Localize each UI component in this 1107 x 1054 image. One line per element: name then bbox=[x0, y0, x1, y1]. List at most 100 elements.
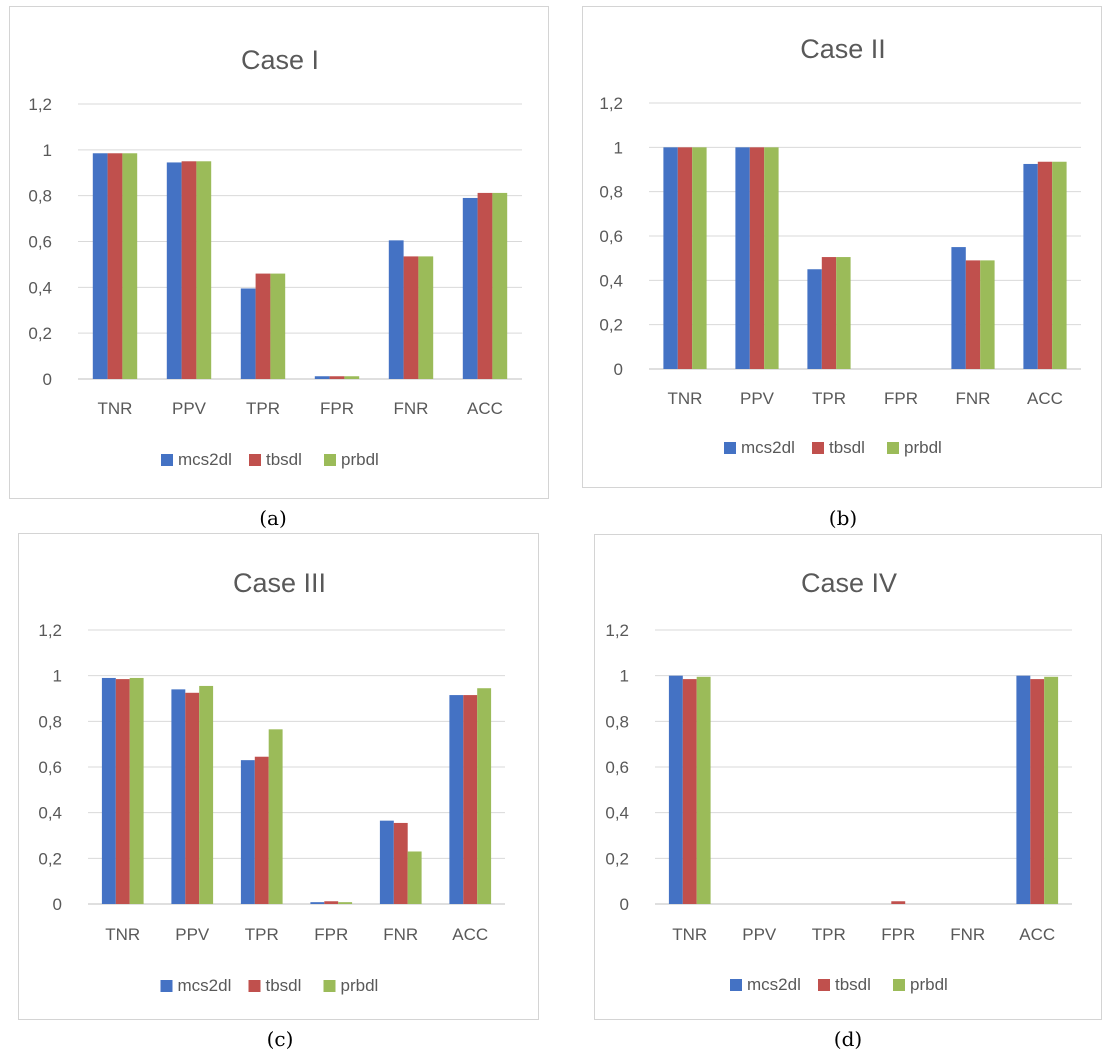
y-tick-label: 0,8 bbox=[38, 712, 62, 731]
y-tick-label: 0 bbox=[53, 895, 62, 914]
x-tick-label: FPR bbox=[881, 925, 915, 944]
legend-swatch-prbdl bbox=[323, 980, 336, 992]
bar-tbsdl-acc bbox=[477, 192, 493, 379]
legend-label-tbsdl: tbsdl bbox=[266, 450, 302, 469]
bar-prbdl-fnr bbox=[418, 256, 434, 379]
bar-mcs2dl-tnr bbox=[663, 147, 678, 369]
bar-tbsdl-tnr bbox=[677, 147, 693, 369]
x-tick-label: TNR bbox=[98, 399, 133, 418]
bar-tbsdl-tpr bbox=[255, 273, 271, 379]
bar-tbsdl-acc bbox=[1037, 161, 1053, 369]
bar-prbdl-acc bbox=[1044, 676, 1059, 904]
bar-mcs2dl-tpr bbox=[240, 760, 255, 904]
x-tick-label: TNR bbox=[105, 925, 140, 944]
panel-caption-d: (d) bbox=[833, 1027, 863, 1051]
bar-mcs2dl-acc bbox=[449, 695, 464, 904]
bar-tbsdl-tpr bbox=[254, 756, 269, 904]
bar-mcs2dl-tnr bbox=[92, 153, 108, 379]
bar-prbdl-tpr bbox=[836, 257, 851, 369]
bar-tbsdl-fnr bbox=[403, 256, 419, 379]
bar-prbdl-tnr bbox=[696, 676, 711, 904]
chart-panel-case-3: Case III 0 0,2 0,4 0,6 0,8 1 1,2 TNR PPV TPR FPR FNR… bbox=[18, 533, 539, 1020]
bar-mcs2dl-acc bbox=[462, 197, 478, 379]
y-tick-label: 1 bbox=[614, 138, 623, 157]
chart-panel-case-4: Case IV 0 0,2 0,4 0,6 0,8 1 1,2 TNR PPV TPR FPR FNR A… bbox=[594, 534, 1102, 1020]
bar-prbdl-ppv bbox=[199, 685, 214, 904]
chart-panel-case-2: Case II 0 0,2 0,4 0,6 0,8 1 1,2 TNR PPV TPR FPR FNR A… bbox=[582, 6, 1102, 488]
legend-swatch-mcs2dl bbox=[161, 454, 173, 466]
bar-prbdl-fnr bbox=[980, 260, 995, 369]
y-tick-label: 1,2 bbox=[28, 95, 52, 114]
y-tick-label: 0,8 bbox=[599, 183, 623, 202]
y-tick-label: 0,6 bbox=[28, 233, 52, 252]
x-tick-label: TNR bbox=[668, 389, 703, 408]
bar-prbdl-ppv bbox=[196, 161, 212, 379]
bar-tbsdl-acc bbox=[463, 695, 478, 904]
y-tick-label: 0 bbox=[43, 370, 52, 389]
legend-label-mcs2dl: mcs2dl bbox=[741, 438, 795, 457]
bar-tbsdl-ppv bbox=[749, 147, 765, 369]
chart-title: Case IV bbox=[801, 568, 897, 598]
chart-svg-case-3: Case III 0 0,2 0,4 0,6 0,8 1 1,2 TNR PPV TPR FPR FNR… bbox=[38, 568, 505, 995]
bar-prbdl-acc bbox=[1052, 161, 1067, 369]
chart-svg-case-4: Case IV 0 0,2 0,4 0,6 0,8 1 1,2 TNR PPV TPR FPR FNR A… bbox=[605, 568, 1072, 994]
legend-swatch-tbsdl bbox=[812, 442, 824, 454]
legend-label-mcs2dl: mcs2dl bbox=[178, 450, 232, 469]
bar-tbsdl-tnr bbox=[107, 153, 123, 379]
legend-label-mcs2dl: mcs2dl bbox=[178, 976, 232, 995]
x-tick-label: TPR bbox=[812, 389, 846, 408]
bar-tbsdl-tnr bbox=[115, 679, 130, 904]
panel-caption-b: (b) bbox=[828, 506, 858, 530]
x-tick-label: FNR bbox=[383, 925, 418, 944]
legend-swatch-prbdl bbox=[887, 442, 899, 454]
y-tick-label: 0,8 bbox=[28, 187, 52, 206]
y-tick-label: 0,2 bbox=[605, 849, 629, 868]
legend-swatch-prbdl bbox=[893, 979, 905, 991]
bar-mcs2dl-ppv bbox=[171, 689, 186, 904]
x-tick-label: TPR bbox=[812, 925, 846, 944]
legend-label-prbdl: prbdl bbox=[341, 450, 379, 469]
legend-label-prbdl: prbdl bbox=[904, 438, 942, 457]
legend-swatch-mcs2dl bbox=[724, 442, 736, 454]
bar-mcs2dl-fnr bbox=[951, 247, 966, 369]
bar-prbdl-acc bbox=[477, 688, 492, 904]
bar-prbdl-tnr bbox=[129, 677, 144, 904]
bar-tbsdl-ppv bbox=[185, 692, 200, 904]
bar-prbdl-ppv bbox=[764, 147, 779, 369]
y-tick-label: 0 bbox=[614, 360, 623, 379]
bar-mcs2dl-acc bbox=[1016, 675, 1031, 904]
bar-tbsdl-acc bbox=[1030, 679, 1045, 904]
y-tick-label: 0,6 bbox=[605, 758, 629, 777]
bar-mcs2dl-tnr bbox=[101, 677, 116, 904]
legend-swatch-mcs2dl bbox=[730, 979, 742, 991]
x-tick-label: PPV bbox=[740, 389, 775, 408]
bar-tbsdl-tpr bbox=[821, 257, 837, 369]
y-tick-label: 0,2 bbox=[599, 316, 623, 335]
x-tick-label: PPV bbox=[172, 399, 207, 418]
y-tick-label: 0,6 bbox=[599, 227, 623, 246]
x-tick-label: ACC bbox=[1027, 389, 1063, 408]
x-tick-label: FPR bbox=[314, 925, 348, 944]
bar-tbsdl-fpr bbox=[324, 901, 339, 904]
bar-prbdl-tpr bbox=[270, 273, 286, 379]
bar-prbdl-acc bbox=[492, 192, 508, 379]
bar-mcs2dl-ppv bbox=[735, 147, 750, 369]
bar-mcs2dl-acc bbox=[1023, 163, 1038, 369]
legend-label-mcs2dl: mcs2dl bbox=[747, 975, 801, 994]
bar-tbsdl-fnr bbox=[393, 822, 408, 904]
x-tick-label: ACC bbox=[467, 399, 503, 418]
bar-mcs2dl-fnr bbox=[379, 820, 394, 904]
legend-label-tbsdl: tbsdl bbox=[835, 975, 871, 994]
chart-title: Case II bbox=[800, 34, 886, 64]
x-tick-label: PPV bbox=[175, 925, 210, 944]
y-tick-label: 0,2 bbox=[28, 324, 52, 343]
y-tick-label: 0 bbox=[620, 895, 629, 914]
y-tick-label: 0,8 bbox=[605, 712, 629, 731]
legend-label-tbsdl: tbsdl bbox=[829, 438, 865, 457]
legend-swatch-mcs2dl bbox=[160, 980, 173, 992]
chart-panel-case-1: Case I 0 0,2 0,4 0,6 0,8 1 1,2 TNR PPV TPR FPR FNR AC… bbox=[9, 6, 549, 499]
x-tick-label: FNR bbox=[950, 925, 985, 944]
panel-caption-a: (a) bbox=[259, 506, 287, 530]
chart-svg-case-1: Case I 0 0,2 0,4 0,6 0,8 1 1,2 TNR PPV TPR FPR FNR AC… bbox=[28, 45, 522, 469]
bar-prbdl-tnr bbox=[692, 147, 707, 369]
